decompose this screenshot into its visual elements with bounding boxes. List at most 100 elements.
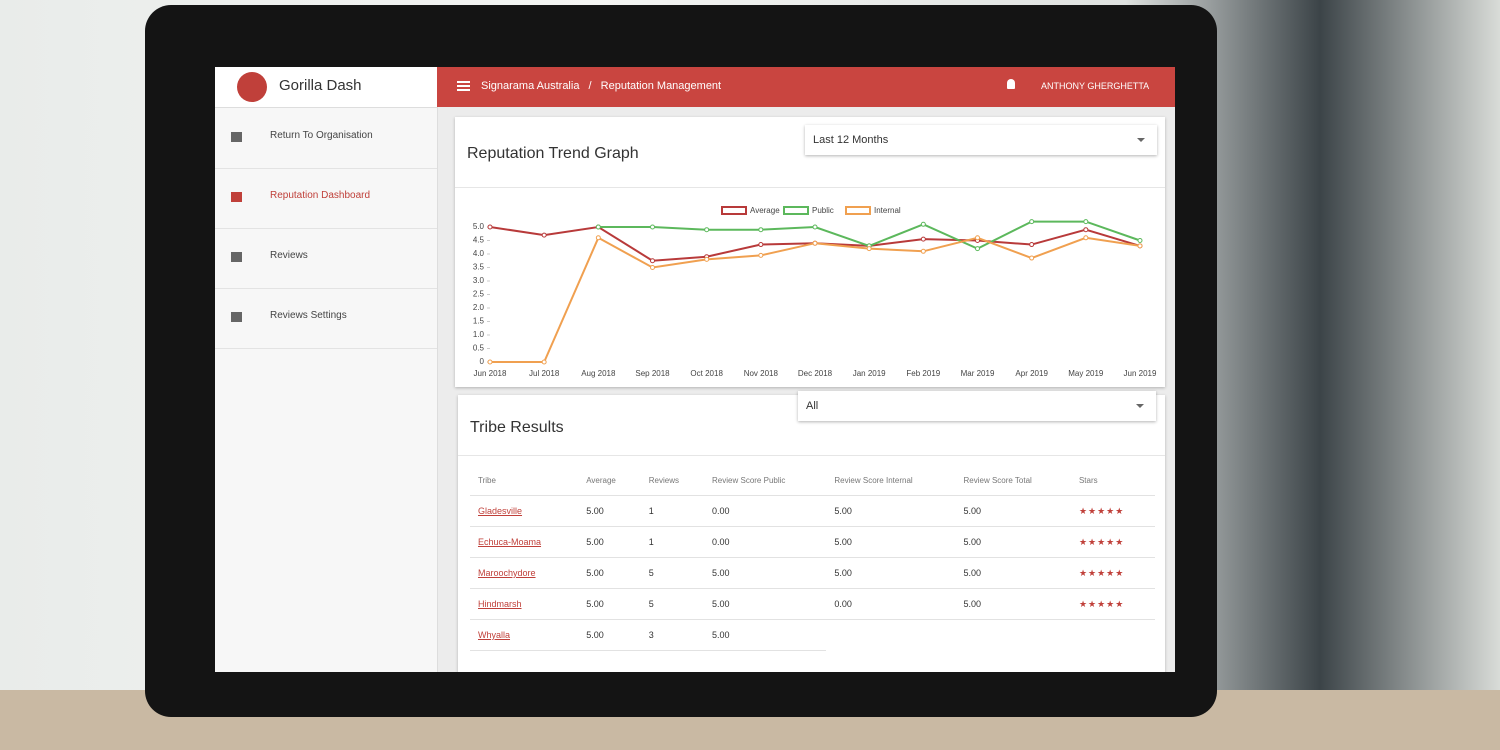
table-cell: 5.00 (826, 557, 956, 589)
table-cell: 3 (640, 619, 705, 651)
sidebar: Gorilla Dash Return To Organisation Reput… (215, 67, 438, 672)
menu-button[interactable] (457, 81, 470, 83)
divider (458, 455, 1165, 456)
table-cell: 5.00 (704, 588, 827, 620)
y-tick-label: 1.5 (473, 317, 485, 326)
side-item[interactable]: Reviews Settings (215, 288, 437, 349)
y-tick-label: 4.5 (473, 236, 485, 245)
x-tick-label: Jun 2019 (1124, 369, 1157, 378)
table-cell: 0.00 (826, 588, 956, 620)
legend-label: Internal (874, 206, 901, 215)
data-point (1137, 243, 1143, 249)
table-row: Echuca-Moama 5.00 1 0.00 5.00 5.00 ★★★★★ (470, 526, 1155, 558)
breadcrumb-separator: / (588, 80, 592, 92)
data-point (1083, 235, 1089, 241)
side-label: Return To Organisation (270, 130, 373, 141)
side-icon (231, 252, 242, 262)
table-row: Gladesville 5.00 1 0.00 5.00 5.00 ★★★★★ (470, 495, 1155, 527)
period-select[interactable]: Last 12 Months (805, 125, 1157, 155)
column-header: Stars (1070, 465, 1155, 496)
data-point (1029, 242, 1035, 248)
side-item[interactable]: Reputation Dashboard (215, 168, 437, 229)
data-point (650, 224, 655, 230)
table-cell: 1 (640, 495, 705, 527)
select-value: Last 12 Months (813, 134, 889, 146)
trend-chart: 0 0.5 1.0 1.5 2.0 2.5 3.0 3.5 4.0 4.5 5.0 Jun 2018 J… (473, 206, 1157, 378)
dropdown-caret (1137, 138, 1145, 146)
tribe-link[interactable]: Hindmarsh (470, 588, 579, 620)
data-point (812, 224, 818, 230)
star-rating: ★★★★★ (1070, 495, 1155, 527)
legend-swatch (783, 206, 809, 215)
breadcrumb-item[interactable]: Reputation Management (600, 80, 722, 92)
legend-label: Average (750, 206, 780, 215)
data-point (1083, 219, 1089, 225)
y-tick-label: 3.0 (473, 276, 485, 285)
data-point (920, 236, 926, 242)
brand-bar: Gorilla Dash (215, 67, 437, 108)
star-rating: ★★★★★ (1070, 557, 1155, 589)
data-point (920, 221, 926, 227)
table-cell: 5.00 (578, 526, 641, 558)
legend-swatch (845, 206, 871, 215)
table-card: Tribe Results All Tribe Average Reviews Rev… (458, 391, 1165, 672)
data-point (650, 258, 655, 264)
side-item[interactable]: Reviews (215, 228, 437, 289)
table-cell: 5 (640, 557, 705, 589)
column-header: Tribe (470, 465, 579, 496)
x-tick-label: May 2019 (1068, 369, 1104, 378)
tribe-link[interactable]: Gladesville (470, 495, 579, 527)
y-tick-label: 4.0 (473, 249, 485, 258)
home-logo[interactable] (237, 72, 267, 102)
column-header: Average (578, 465, 641, 496)
results-table: Tribe Average Reviews Review Score Public Re… (470, 465, 1155, 651)
data-point (975, 235, 980, 241)
data-point (975, 246, 980, 252)
app-name: Gorilla Dash (279, 77, 362, 94)
table-row: Whyalla 5.00 3 5.00 (470, 619, 1155, 651)
breadcrumb-item[interactable]: Signarama Australia (481, 80, 580, 92)
y-tick-label: 1.0 (473, 330, 485, 339)
data-point (704, 227, 710, 233)
table-cell: 5 (640, 588, 705, 620)
table-cell: 5.00 (826, 495, 956, 527)
data-point (920, 248, 926, 254)
table-cell: 5.00 (704, 557, 827, 589)
side-icon (231, 312, 242, 322)
side-label: Reputation Dashboard (270, 190, 371, 201)
table-cell: 5.00 (704, 619, 827, 651)
table-cell: 5.00 (955, 526, 1071, 558)
divider (455, 187, 1165, 188)
column-header: Review Score Public (704, 465, 827, 496)
screen: Gorilla Dash Return To Organisation Reput… (215, 67, 1175, 672)
tribe-select[interactable]: All (798, 391, 1156, 421)
data-point (758, 227, 764, 233)
x-tick-label: Nov 2018 (744, 369, 779, 378)
side-item[interactable]: Return To Organisation (215, 108, 437, 169)
legend-swatch (721, 206, 747, 215)
table-cell: 5.00 (578, 619, 641, 651)
table-cell: 5.00 (578, 557, 641, 589)
bell-icon[interactable] (1007, 79, 1015, 89)
table-cell: 0.00 (704, 526, 827, 558)
tribe-link[interactable]: Maroochydore (470, 557, 579, 589)
x-tick-label: Jun 2018 (474, 369, 507, 378)
data-point (704, 256, 710, 262)
data-point (1137, 238, 1143, 243)
data-point (1029, 255, 1035, 261)
user-menu[interactable]: ANTHONY GHERGHETTA (1041, 81, 1150, 91)
tribe-link[interactable]: Echuca-Moama (470, 526, 579, 558)
data-point (1083, 227, 1089, 233)
x-tick-label: Apr 2019 (1015, 369, 1048, 378)
data-point (487, 224, 493, 230)
top-bar: Signarama Australia / Reputation Managem… (437, 67, 1175, 107)
x-tick-label: Mar 2019 (961, 369, 995, 378)
table-cell: 5.00 (955, 495, 1071, 527)
x-tick-label: Dec 2018 (798, 369, 833, 378)
side-icon (231, 192, 242, 202)
data-point (541, 359, 547, 365)
table-row: Maroochydore 5.00 5 5.00 5.00 5.00 ★★★★★ (470, 557, 1155, 589)
tribe-link[interactable]: Whyalla (470, 619, 579, 651)
data-point (595, 235, 601, 241)
